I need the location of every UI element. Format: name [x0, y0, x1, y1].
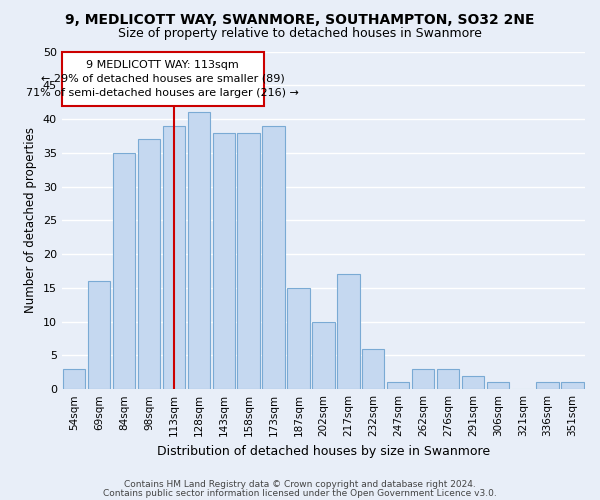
Bar: [113, 153, 135, 389]
Bar: [536, 382, 559, 389]
Bar: [88, 281, 110, 389]
Bar: [362, 348, 385, 389]
Y-axis label: Number of detached properties: Number of detached properties: [24, 128, 37, 314]
Text: Contains HM Land Registry data © Crown copyright and database right 2024.: Contains HM Land Registry data © Crown c…: [124, 480, 476, 489]
Bar: [262, 126, 285, 389]
Bar: [163, 126, 185, 389]
Bar: [461, 376, 484, 389]
Bar: [312, 322, 335, 389]
Bar: [412, 369, 434, 389]
Bar: [188, 112, 210, 389]
Bar: [63, 369, 85, 389]
Bar: [287, 288, 310, 389]
Text: 9, MEDLICOTT WAY, SWANMORE, SOUTHAMPTON, SO32 2NE: 9, MEDLICOTT WAY, SWANMORE, SOUTHAMPTON,…: [65, 12, 535, 26]
Bar: [212, 132, 235, 389]
Bar: [437, 369, 459, 389]
Bar: [337, 274, 359, 389]
Bar: [387, 382, 409, 389]
Bar: [562, 382, 584, 389]
Text: Contains public sector information licensed under the Open Government Licence v3: Contains public sector information licen…: [103, 488, 497, 498]
Bar: [138, 140, 160, 389]
Bar: [238, 132, 260, 389]
FancyBboxPatch shape: [62, 52, 263, 106]
Text: 9 MEDLICOTT WAY: 113sqm
← 29% of detached houses are smaller (89)
71% of semi-de: 9 MEDLICOTT WAY: 113sqm ← 29% of detache…: [26, 60, 299, 98]
Bar: [487, 382, 509, 389]
Text: Size of property relative to detached houses in Swanmore: Size of property relative to detached ho…: [118, 28, 482, 40]
X-axis label: Distribution of detached houses by size in Swanmore: Distribution of detached houses by size …: [157, 444, 490, 458]
